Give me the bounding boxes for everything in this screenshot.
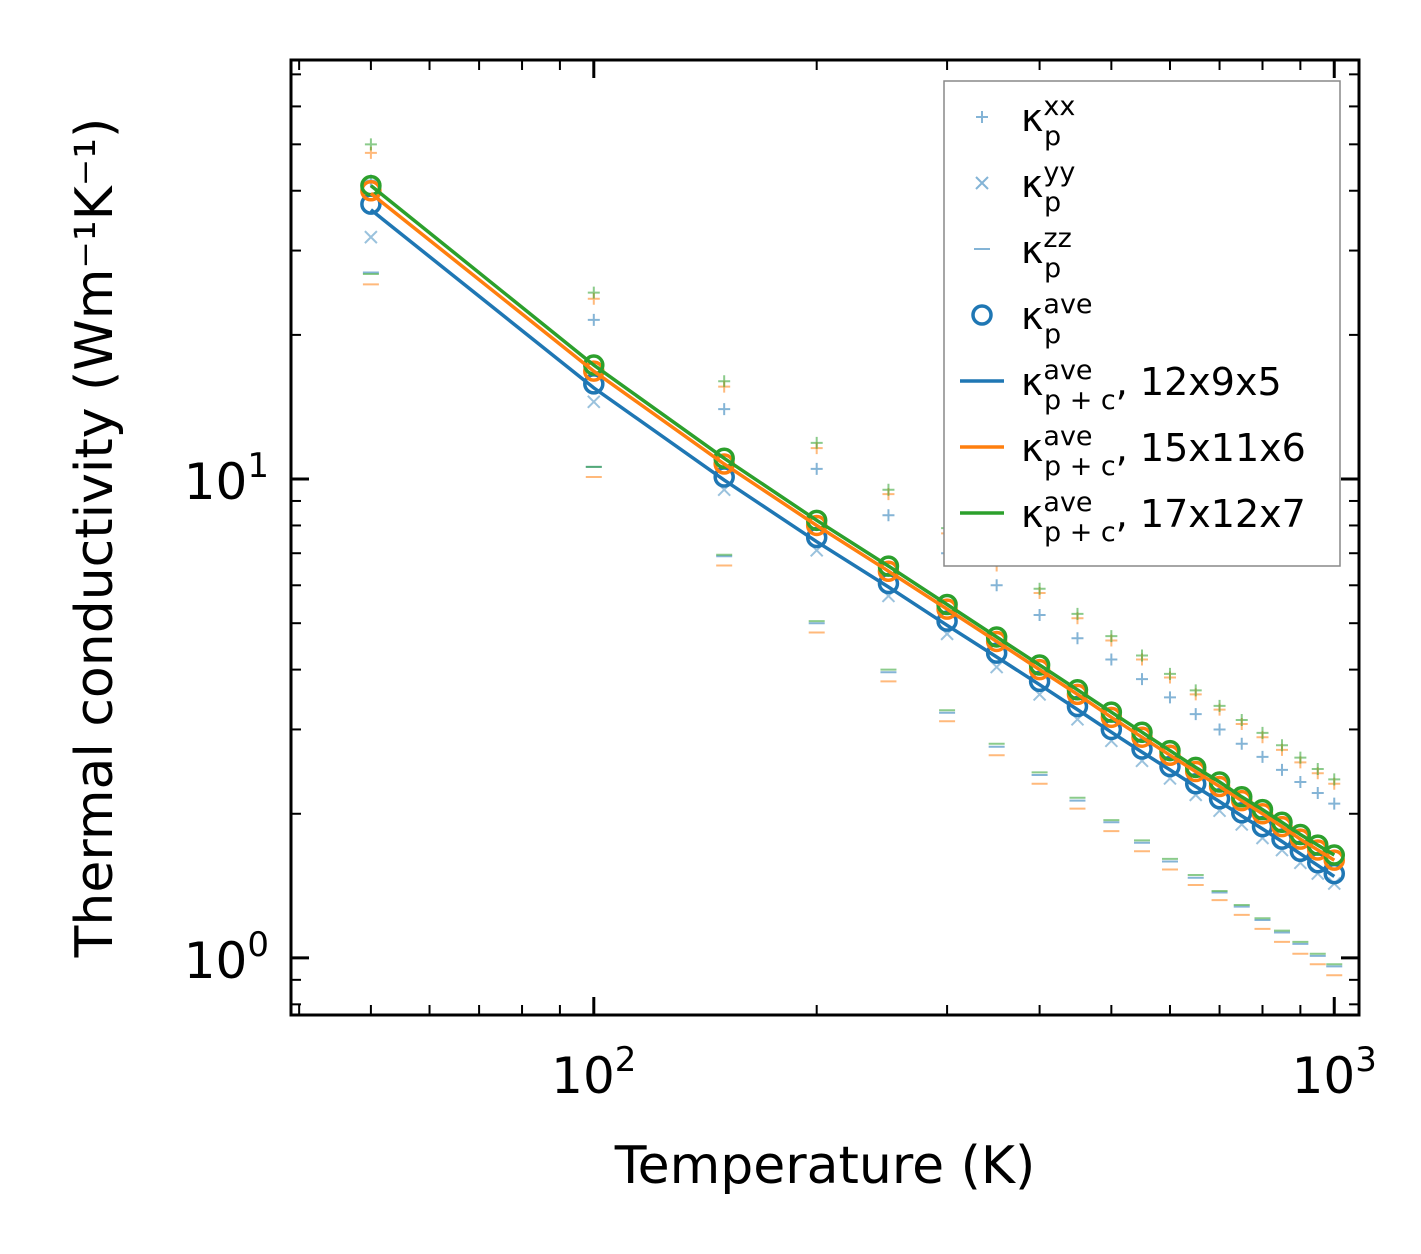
data-point xyxy=(1163,667,1176,680)
data-point xyxy=(1163,691,1176,704)
legend-entry: κave p + c, 17x12x7 xyxy=(960,487,1306,548)
data-point xyxy=(1071,607,1084,620)
data-point xyxy=(1311,787,1324,800)
legend-label: κzz p xyxy=(1021,223,1072,284)
data-point xyxy=(1235,737,1248,750)
legend-marker xyxy=(975,176,989,190)
data-point xyxy=(1033,582,1046,595)
data-point xyxy=(1294,751,1307,764)
data-point xyxy=(810,462,823,475)
legend-label: κxx p xyxy=(1021,91,1075,152)
legend-entry: κxx p xyxy=(976,91,1075,152)
series-kzz_orange xyxy=(362,283,1343,977)
data-point xyxy=(1230,801,1253,824)
data-point xyxy=(1328,797,1341,810)
legend-marker xyxy=(971,304,993,326)
data-point xyxy=(1275,739,1288,752)
data-point xyxy=(364,230,378,244)
legend-entry: κave p xyxy=(971,289,1093,350)
data-point xyxy=(587,395,601,409)
data-point xyxy=(882,483,895,496)
data-point xyxy=(1213,723,1226,736)
data-point xyxy=(718,375,731,388)
data-point xyxy=(810,436,823,449)
data-point xyxy=(1235,713,1248,726)
series-line_15x11x6 xyxy=(369,192,1336,862)
data-point xyxy=(1189,708,1202,721)
data-point xyxy=(1105,630,1118,643)
data-point xyxy=(1328,773,1341,786)
data-point xyxy=(990,579,1003,592)
legend-label: κyy p xyxy=(1021,157,1075,218)
axis-ticks xyxy=(291,60,1359,1015)
series-line_12x9x5 xyxy=(369,208,1336,878)
series-line-line_12x9x5 xyxy=(369,208,1336,878)
legend-entry: κzz p xyxy=(974,223,1072,284)
data-point xyxy=(587,313,600,326)
legend-entry: κave p + c, 15x11x6 xyxy=(960,421,1306,482)
data-point xyxy=(1256,750,1269,763)
data-point xyxy=(1136,673,1148,686)
data-point xyxy=(587,286,600,299)
series-line-line_17x12x7 xyxy=(369,184,1336,857)
x-tick-label: 103 xyxy=(1292,1040,1377,1105)
data-point xyxy=(1275,763,1288,776)
series-line-line_15x11x6 xyxy=(369,192,1336,862)
plot-marks xyxy=(360,138,1346,977)
legend-label: κave p + c, 15x11x6 xyxy=(1021,421,1306,482)
legend-label: κave p + c, 12x9x5 xyxy=(1021,355,1282,416)
data-point xyxy=(1136,649,1148,662)
data-point xyxy=(364,138,377,151)
legend-marker xyxy=(976,111,988,123)
legend-entry: κave p + c, 12x9x5 xyxy=(960,355,1282,416)
series-kzz_green xyxy=(362,273,1343,966)
data-point xyxy=(1213,699,1226,712)
data-point xyxy=(1256,726,1269,739)
y-tick-label: 101 xyxy=(184,446,269,511)
plot-frame xyxy=(289,58,1361,1017)
x-tick-label: 102 xyxy=(551,1040,636,1105)
tick-labels: 102 103 100 101 xyxy=(184,446,1377,1105)
data-point xyxy=(882,509,895,522)
data-point xyxy=(1159,755,1181,778)
x-axis-label: Temperature (K) xyxy=(614,1136,1036,1196)
data-point xyxy=(1071,632,1084,645)
series-line_17x12x7 xyxy=(369,184,1336,857)
legend-box xyxy=(943,80,1341,567)
data-point xyxy=(1294,776,1307,789)
legend-label: κave p + c, 17x12x7 xyxy=(1021,487,1306,548)
data-point xyxy=(718,403,731,416)
data-point xyxy=(1311,763,1324,776)
legend-entry: κyy p xyxy=(975,157,1075,218)
data-point xyxy=(1033,609,1046,622)
legend-label: κave p xyxy=(1021,289,1093,350)
y-tick-label: 100 xyxy=(184,925,269,990)
y-axis-label: Thermal conductivity (Wm⁻¹K⁻¹) xyxy=(65,118,125,959)
data-point xyxy=(1189,684,1202,697)
data-point xyxy=(1105,653,1118,666)
